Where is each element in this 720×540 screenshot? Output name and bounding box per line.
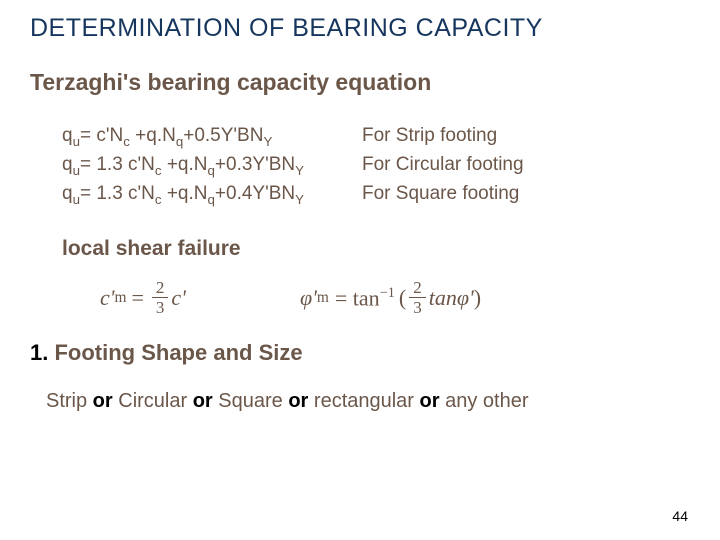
paren-close: ) (474, 285, 481, 311)
fraction: 2 3 (409, 279, 426, 316)
equals-tan: = tan−1 (335, 285, 395, 311)
formula-cm: c'm = 2 3 c' (100, 279, 300, 316)
section-number: 1. (30, 340, 54, 365)
formula-phim: φ'm = tan−1 ( 2 3 tanφ' ) (300, 279, 481, 316)
page-number: 44 (672, 508, 688, 524)
or-word: or (187, 390, 218, 412)
or-word: or (87, 390, 118, 412)
formula-subscript: m (317, 289, 329, 307)
paren-open: ( (399, 285, 406, 311)
equation-rhs: For Square footing (362, 180, 694, 209)
or-word: or (283, 390, 314, 412)
section-heading-terzaghi: Terzaghi's bearing capacity equation (30, 69, 694, 96)
equation-rhs: For Strip footing (362, 122, 694, 151)
fraction-den: 3 (156, 298, 165, 316)
page-title: DETERMINATION OF BEARING CAPACITY (30, 14, 694, 43)
equation-lhs: qu= 1.3 c'Nc +q.Nq+0.4Y'BNY (62, 180, 362, 209)
formula-subscript: m (114, 289, 126, 307)
section-title: Footing Shape and Size (54, 340, 302, 365)
equation-rhs: For Circular footing (362, 151, 694, 180)
shape-rectangular: rectangular (314, 390, 414, 412)
formula-tail: c' (171, 285, 185, 311)
formula-sym: φ' (300, 285, 317, 311)
equation-row: qu= 1.3 c'Nc +q.Nq+0.3Y'BNY For Circular… (62, 151, 694, 180)
equation-lhs: qu= 1.3 c'Nc +q.Nq+0.3Y'BNY (62, 151, 362, 180)
footing-shapes-list: Strip or Circular or Square or rectangul… (30, 390, 694, 413)
equation-lhs: qu= c'Nc +q.Nq+0.5Y'BNY (62, 122, 362, 151)
fraction-den: 3 (413, 298, 422, 316)
fraction-num: 2 (409, 279, 426, 298)
equation-row: qu= 1.3 c'Nc +q.Nq+0.4Y'BNY For Square f… (62, 180, 694, 209)
formula-mid: tanφ' (429, 285, 474, 311)
formula-row: c'm = 2 3 c' φ'm = tan−1 ( 2 3 tanφ' ) (30, 279, 694, 316)
sub-heading-local-shear: local shear failure (30, 237, 694, 261)
fraction-num: 2 (152, 279, 169, 298)
shape-any-other: any other (445, 390, 528, 412)
shape-square: Square (218, 390, 283, 412)
superscript: −1 (380, 285, 395, 301)
equals-sign: = (131, 285, 143, 311)
section-heading-footing-shape: 1. Footing Shape and Size (30, 340, 694, 366)
equation-row: qu= c'Nc +q.Nq+0.5Y'BNY For Strip footin… (62, 122, 694, 151)
shape-strip: Strip (46, 390, 87, 412)
fraction: 2 3 (152, 279, 169, 316)
formula-sym: c' (100, 285, 114, 311)
or-word: or (414, 390, 445, 412)
slide: DETERMINATION OF BEARING CAPACITY Terzag… (0, 0, 720, 540)
equation-block: qu= c'Nc +q.Nq+0.5Y'BNY For Strip footin… (30, 122, 694, 209)
shape-circular: Circular (118, 390, 187, 412)
